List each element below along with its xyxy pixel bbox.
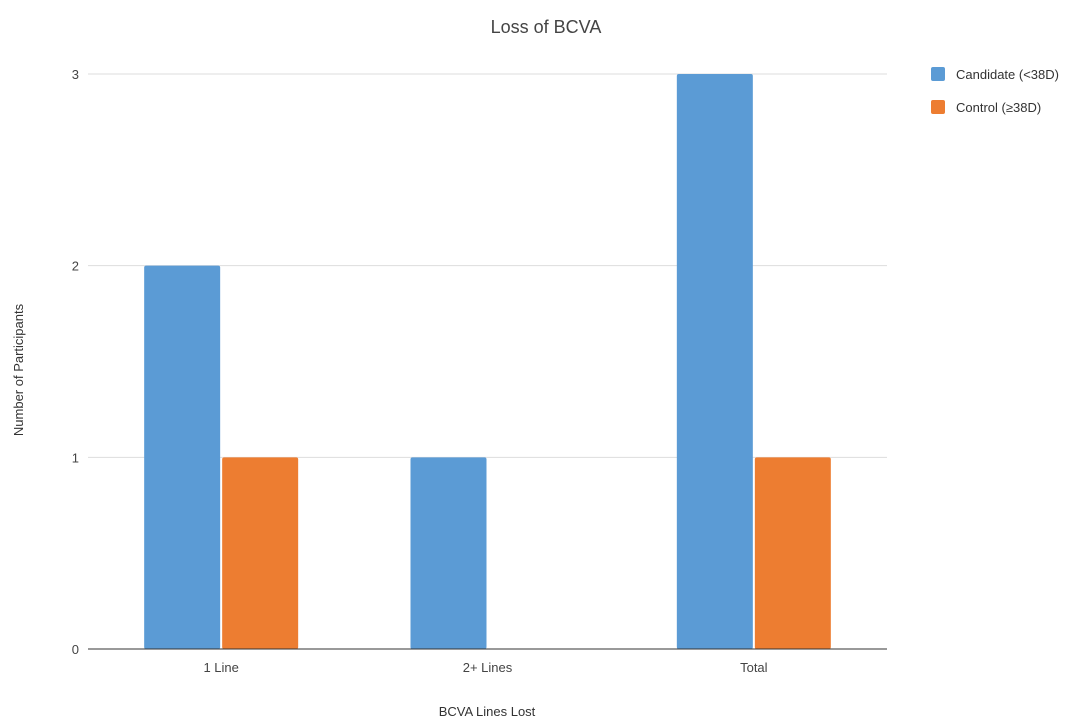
y-tick-label: 1 xyxy=(72,450,79,465)
bar-candidate-0[interactable] xyxy=(144,265,221,649)
y-tick-label: 2 xyxy=(72,259,79,274)
bar-candidate-2[interactable] xyxy=(676,74,753,649)
bars xyxy=(144,74,831,649)
x-tick-label: 1 Line xyxy=(203,660,238,675)
x-tick-label: 2+ Lines xyxy=(463,660,513,675)
legend-label: Control (≥38D) xyxy=(956,100,1041,115)
y-tick-label: 0 xyxy=(72,642,79,657)
bar-control-0[interactable] xyxy=(222,457,299,649)
y-tick-label: 3 xyxy=(72,67,79,82)
bar-control-2[interactable] xyxy=(754,457,831,649)
bar-candidate-1[interactable] xyxy=(410,457,487,649)
legend-swatch xyxy=(931,100,945,114)
x-axis-title: BCVA Lines Lost xyxy=(439,704,536,717)
x-tick-label: Total xyxy=(740,660,768,675)
gridlines xyxy=(88,73,887,458)
legend: Candidate (<38D) Control (≥38D) xyxy=(931,67,1059,115)
legend-label: Candidate (<38D) xyxy=(956,67,1059,82)
y-axis-title: Number of Participants xyxy=(11,303,26,436)
legend-swatch xyxy=(931,67,945,81)
chart-title: Loss of BCVA xyxy=(491,17,602,37)
axes: 0 1 2 3 1 Line 2+ Lines Total xyxy=(72,67,887,675)
